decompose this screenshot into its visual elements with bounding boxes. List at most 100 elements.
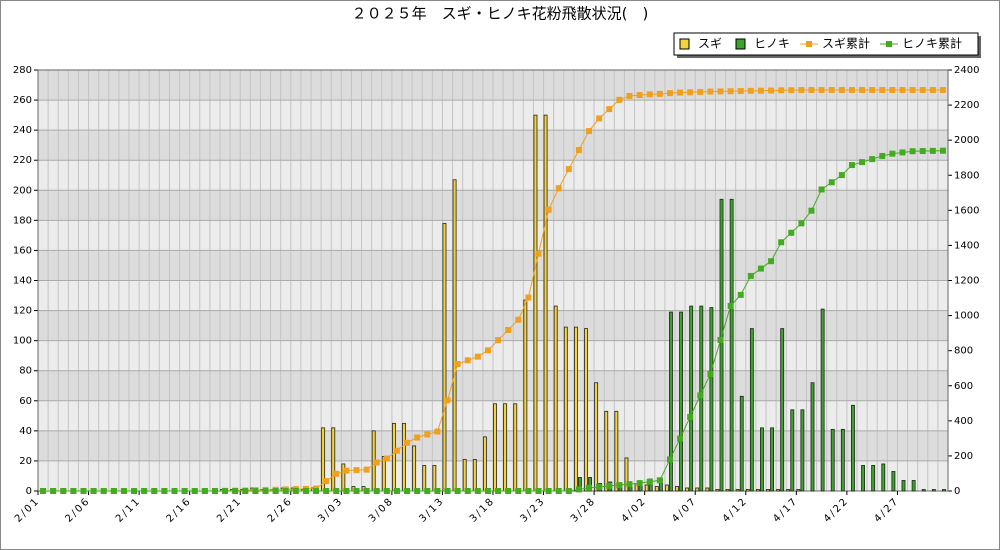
marker	[646, 478, 653, 485]
marker	[575, 146, 582, 153]
bar	[604, 410, 609, 492]
y2-tick-label: 800	[954, 346, 973, 357]
y-tick-label: 20	[19, 456, 32, 467]
bar	[871, 465, 876, 492]
bar	[462, 459, 467, 492]
marker	[848, 162, 855, 169]
marker	[110, 488, 117, 494]
marker	[313, 488, 320, 494]
marker	[414, 488, 421, 494]
marker	[606, 482, 613, 489]
y2-tick-label: 1600	[954, 205, 979, 216]
marker	[899, 149, 906, 156]
marker	[575, 486, 582, 493]
marker	[859, 86, 866, 93]
bar	[472, 459, 477, 492]
marker	[545, 206, 552, 213]
marker	[151, 488, 158, 494]
bar	[412, 445, 417, 492]
marker	[929, 86, 936, 93]
bar	[695, 487, 700, 492]
y-tick-label: 40	[19, 426, 32, 437]
marker	[919, 148, 926, 155]
marker	[586, 128, 593, 135]
marker	[161, 488, 168, 494]
bar	[493, 403, 497, 492]
bar	[654, 486, 659, 492]
marker	[586, 484, 593, 491]
marker	[677, 89, 684, 96]
y2-tick-label: 1400	[954, 240, 979, 251]
bar	[689, 305, 694, 492]
marker	[788, 229, 795, 236]
legend-label: スギ	[698, 37, 722, 51]
bar	[402, 422, 406, 492]
marker	[434, 428, 441, 435]
y2-tick-label: 2000	[954, 135, 979, 146]
marker	[100, 488, 107, 494]
marker	[616, 96, 623, 103]
marker	[677, 435, 684, 442]
marker	[889, 150, 896, 157]
marker	[232, 488, 239, 494]
marker	[464, 357, 471, 364]
marker	[636, 92, 643, 99]
bar	[553, 305, 558, 492]
marker	[768, 87, 775, 94]
marker	[515, 488, 522, 494]
bar	[573, 326, 578, 492]
bar	[432, 465, 437, 492]
marker	[808, 207, 815, 214]
marker	[282, 488, 289, 494]
marker	[40, 488, 47, 494]
marker	[555, 488, 562, 494]
y2-tick-label: 2400	[954, 65, 979, 76]
legend-swatch	[679, 38, 690, 50]
marker	[757, 265, 764, 272]
marker	[828, 179, 835, 186]
y2-tick-label: 0	[954, 486, 960, 497]
y-tick-label: 100	[13, 336, 32, 347]
y-tick-label: 140	[13, 276, 32, 287]
marker	[424, 431, 431, 438]
marker	[818, 186, 825, 193]
bar	[800, 409, 805, 492]
marker	[929, 147, 936, 154]
bar	[664, 484, 669, 492]
bar	[719, 198, 724, 492]
marker	[848, 86, 855, 93]
marker	[181, 488, 188, 494]
marker	[323, 478, 330, 485]
marker	[333, 470, 340, 477]
marker	[656, 90, 663, 97]
bar	[729, 198, 734, 492]
bar	[331, 427, 336, 492]
bar	[513, 403, 518, 492]
marker	[454, 360, 461, 367]
marker	[626, 92, 633, 99]
y-tick-label: 160	[13, 245, 32, 256]
bar	[830, 428, 835, 492]
marker	[525, 488, 532, 494]
marker	[474, 353, 481, 360]
marker	[646, 91, 653, 98]
marker	[879, 152, 886, 159]
y2-tick-label: 1000	[954, 311, 979, 322]
marker	[90, 488, 97, 494]
marker	[383, 488, 390, 494]
marker	[262, 488, 269, 494]
marker	[333, 488, 340, 494]
marker	[252, 488, 259, 494]
bar	[766, 489, 770, 492]
bar	[755, 489, 760, 492]
bar	[840, 428, 845, 492]
marker	[798, 86, 805, 93]
bar	[422, 465, 427, 492]
bar	[735, 489, 740, 492]
legend-swatch	[735, 38, 746, 50]
marker	[515, 316, 522, 323]
marker	[505, 488, 512, 494]
y-tick-label: 200	[13, 185, 32, 196]
y2-tick-label: 2200	[954, 100, 979, 111]
marker	[343, 488, 350, 494]
